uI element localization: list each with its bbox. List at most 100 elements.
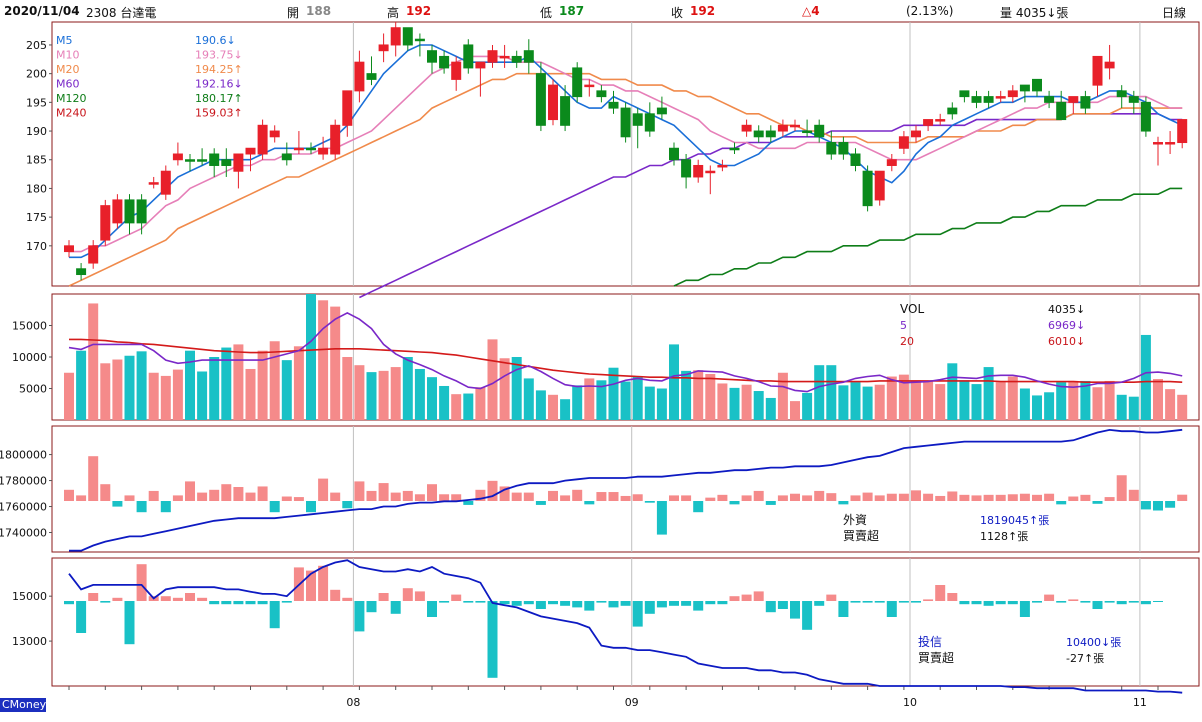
panel-frame-3 (51, 557, 1200, 687)
volume-bar (511, 357, 522, 420)
candle-body (802, 130, 813, 134)
foreign-netbuy-bar (197, 492, 208, 501)
foreign-netbuy-bar (898, 493, 909, 501)
trust-netbuy-bar (463, 601, 474, 603)
foreign-netbuy-bar (245, 492, 256, 501)
ma-legend-value-0: 190.6↓ (195, 34, 236, 47)
trust-netbuy-bar (112, 597, 123, 601)
foreign-netbuy-bar (499, 486, 510, 501)
foreign-netbuy-bar (741, 495, 752, 501)
volume-bar (64, 372, 74, 420)
volume-bar (790, 401, 800, 420)
trust-netbuy-bar (814, 601, 825, 606)
trust-netbuy-bar (318, 565, 329, 601)
foreign-netbuy-bar (826, 493, 837, 501)
volume-bar (1068, 380, 1079, 420)
candle-body (548, 84, 558, 121)
candle-body (124, 199, 135, 224)
candle-body (838, 142, 849, 155)
vol-legend-ma5-value: 6969↓ (1048, 319, 1085, 332)
trust-netbuy-bar (584, 601, 595, 611)
price-tick-label: 170 (26, 240, 47, 253)
trust-netbuy-bar (741, 594, 752, 601)
candle-body (172, 153, 183, 161)
volume-bar (1153, 379, 1163, 420)
candle-body (620, 107, 631, 138)
trust-netbuy-bar (209, 601, 220, 605)
foreign-netbuy-bar (729, 501, 740, 505)
trust-legend-holdings: 10400↓張 (1066, 636, 1121, 649)
vol-ma5-line (68, 311, 1183, 393)
volume-bar (209, 357, 220, 420)
vol-legend-ma20-value: 6010↓ (1048, 335, 1085, 348)
trust-holdings-line (68, 559, 1183, 694)
candle-body (330, 124, 341, 155)
price-tick-label: 195 (26, 96, 47, 109)
foreign-netbuy-bar (330, 492, 341, 501)
trust-legend-title: 投信 (918, 634, 942, 649)
vol-legend-value: 4035↓ (1048, 303, 1085, 316)
trust-netbuy-bar (197, 597, 208, 601)
foreign-tick-label: 1760000 (0, 501, 47, 514)
close-value: 192 (690, 4, 716, 18)
candle-body (777, 124, 788, 132)
change-pct: (2.13%) (906, 4, 954, 18)
low-label: 低 (540, 6, 553, 20)
foreign-netbuy-bar (390, 492, 401, 501)
ma5-line (69, 44, 1183, 259)
foreign-netbuy-bar (874, 495, 885, 501)
candle-body (221, 159, 232, 166)
volume-bar (983, 367, 994, 420)
foreign-netbuy-bar (185, 481, 195, 501)
trust-netbuy-bar (874, 601, 885, 603)
price-tick-label: 175 (26, 211, 47, 224)
trust-netbuy-bar (608, 601, 619, 608)
foreign-netbuy-bar (475, 489, 486, 501)
candle-body (185, 159, 195, 162)
foreign-netbuy-bar (281, 496, 292, 501)
trust-netbuy-bar (390, 601, 401, 614)
volume-bar (608, 367, 619, 420)
foreign-netbuy-bar (354, 481, 365, 501)
foreign-netbuy-bar (88, 456, 99, 501)
trust-netbuy-bar (826, 594, 837, 601)
candle-body (88, 245, 99, 264)
trust-netbuy-bar (1104, 601, 1115, 603)
volume-bar (1080, 380, 1091, 420)
volume-bar (572, 385, 583, 420)
trust-netbuy-bar (669, 601, 679, 606)
trust-netbuy-bar (947, 593, 958, 601)
trust-netbuy-bar (414, 591, 425, 601)
candle-body (64, 245, 74, 253)
volume-bar (269, 341, 280, 420)
volume-bar (197, 371, 208, 420)
volume-bar (427, 377, 437, 420)
volume-bar (172, 369, 183, 420)
foreign-netbuy-bar (293, 497, 304, 501)
volume-bar (160, 375, 171, 420)
candle-body (911, 130, 921, 138)
foreign-netbuy-bar (1056, 501, 1067, 505)
candle-body (1007, 90, 1018, 98)
trust-netbuy-bar (269, 601, 280, 629)
foreign-netbuy-bar (1165, 501, 1176, 508)
foreign-netbuy-bar (523, 492, 534, 501)
foreign-netbuy-bar (257, 486, 268, 501)
foreign-netbuy-bar (306, 501, 316, 513)
volume-bar (620, 381, 631, 420)
candle-body (354, 61, 365, 92)
candle-body (983, 96, 994, 103)
candle-body (935, 119, 946, 122)
foreign-netbuy-bar (777, 495, 788, 501)
trust-netbuy-bar (1056, 601, 1067, 603)
candle-body (136, 199, 147, 224)
candle-body (366, 73, 377, 80)
foreign-netbuy-bar (378, 483, 389, 501)
candle-body (741, 124, 752, 132)
trust-netbuy-bar (923, 599, 934, 601)
volume-bar (1056, 382, 1067, 420)
ma-legend-label-2: M20 (56, 63, 80, 76)
volume-bar (923, 380, 934, 420)
volume-bar (1092, 387, 1103, 420)
foreign-netbuy-bar (511, 492, 522, 501)
